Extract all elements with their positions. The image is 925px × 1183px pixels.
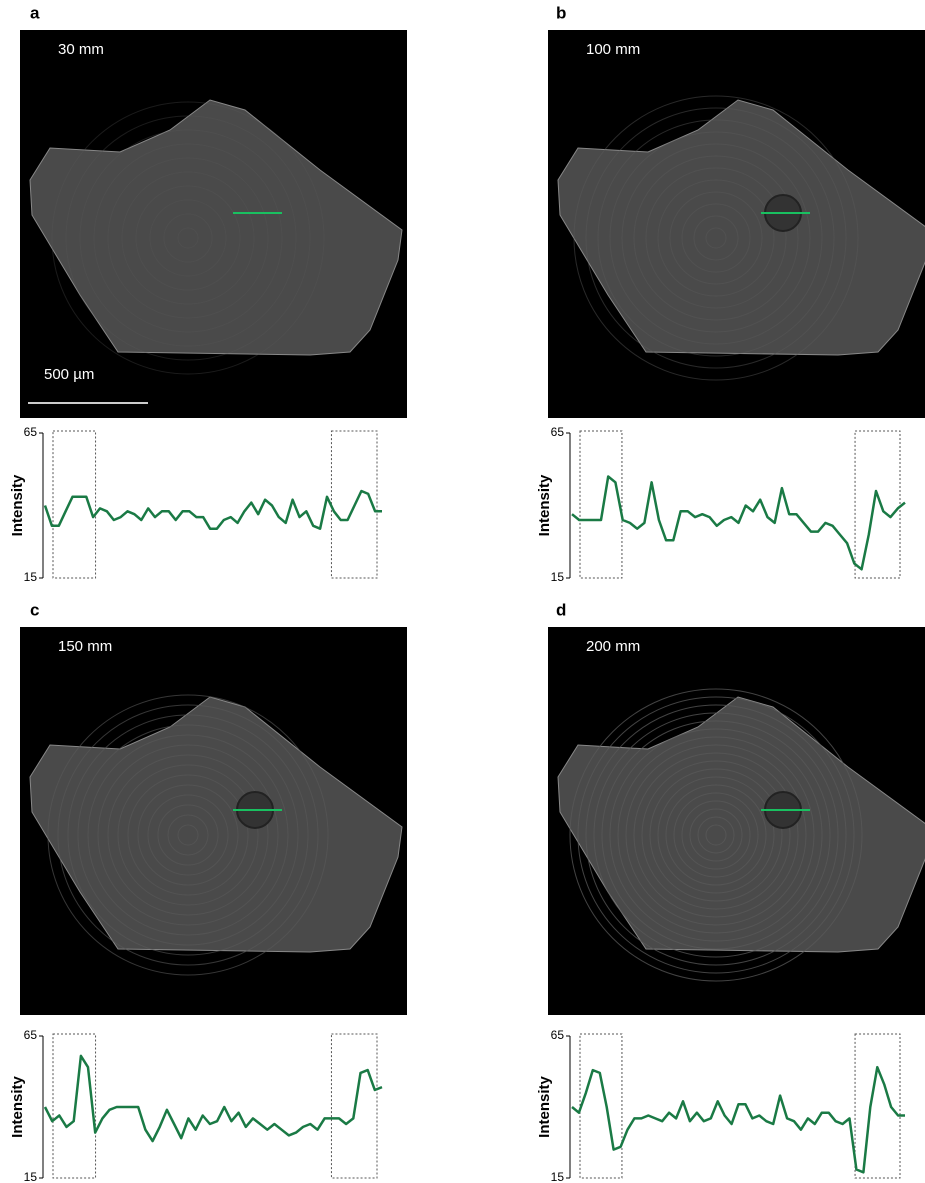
y-tick-label: 65: [24, 425, 38, 439]
ring-artifact: [689, 808, 743, 862]
specimen: [29, 694, 403, 976]
ring-artifact: [673, 792, 759, 878]
ring-artifact: [127, 774, 249, 896]
highlight-box: [854, 1033, 901, 1179]
ring-artifact: [585, 704, 847, 966]
ring-artifact: [705, 824, 727, 846]
ring-artifact: [577, 696, 855, 974]
ring-artifact: [79, 129, 297, 347]
distance-label: 150 mm: [58, 638, 112, 655]
specimen: [29, 99, 403, 375]
ring-artifact: [597, 119, 835, 357]
ring-artifact: [177, 227, 199, 249]
y-axis-label: Intensity: [536, 474, 553, 536]
y-tick-label: 65: [551, 1028, 565, 1042]
ring-artifact: [51, 101, 325, 375]
ring-artifact: [163, 213, 213, 263]
ring-artifact: [645, 167, 787, 309]
y-tick-label: 15: [551, 570, 565, 584]
ring-artifact: [633, 155, 799, 321]
ring-artifact: [117, 764, 259, 906]
ring-artifact: [569, 688, 863, 982]
y-tick-label: 65: [24, 1028, 38, 1042]
highlight-box: [579, 1033, 623, 1179]
y-tick-label: 15: [551, 1170, 565, 1183]
ring-artifact: [705, 227, 727, 249]
distance-label: 30 mm: [58, 41, 104, 58]
panel-label: a: [30, 3, 40, 22]
ring-artifact: [609, 728, 823, 942]
ring-artifact: [177, 824, 199, 846]
distance-label: 200 mm: [586, 638, 640, 655]
ring-artifact: [617, 736, 815, 934]
y-tick-label: 15: [24, 570, 38, 584]
ring-artifact: [573, 95, 859, 381]
y-axis-label: Intensity: [9, 474, 26, 536]
ring-artifact: [121, 171, 255, 305]
specimen: [557, 688, 925, 982]
intensity-line: [43, 1054, 383, 1143]
ring-artifact: [137, 784, 239, 886]
ring-artifact: [681, 203, 751, 273]
ring-artifact: [609, 131, 823, 345]
y-axis-label: Intensity: [9, 1076, 26, 1138]
ring-artifact: [697, 816, 735, 854]
highlight-box: [52, 1033, 97, 1179]
ring-artifact: [57, 704, 319, 966]
specimen: [557, 95, 925, 381]
highlight-box: [579, 430, 623, 579]
ring-artifact: [649, 768, 783, 902]
ring-artifact: [77, 724, 299, 946]
ring-artifact: [107, 157, 269, 319]
ring-artifact: [621, 143, 811, 333]
y-axis-label: Intensity: [536, 1076, 553, 1138]
ring-artifact: [149, 199, 227, 277]
highlight-box: [854, 430, 901, 579]
ring-artifact: [167, 814, 209, 856]
ring-artifact: [135, 185, 241, 291]
distance-label: 100 mm: [586, 41, 640, 58]
ring-artifact: [657, 776, 775, 894]
ring-artifact: [665, 784, 767, 886]
ring-artifact: [107, 754, 269, 916]
scale-bar-label: 500 µm: [44, 366, 94, 383]
specimen-slice: [557, 99, 925, 356]
ring-artifact: [693, 215, 739, 261]
ring-artifact: [669, 191, 763, 285]
ring-artifact: [641, 760, 791, 910]
highlight-box: [330, 1033, 378, 1179]
ring-artifact: [65, 115, 311, 361]
panel-label: d: [556, 600, 566, 619]
ring-artifact: [601, 720, 831, 950]
y-tick-label: 65: [551, 425, 565, 439]
ring-artifact: [47, 694, 329, 976]
intensity-line: [43, 489, 382, 530]
ring-artifact: [593, 712, 839, 958]
ring-artifact: [93, 143, 283, 333]
ring-artifact: [97, 744, 279, 926]
ring-artifact: [625, 744, 807, 926]
ring-artifact: [585, 107, 847, 369]
highlight-box: [52, 430, 97, 579]
ring-artifact: [157, 804, 219, 866]
ring-artifact: [147, 794, 229, 876]
y-tick-label: 15: [24, 1170, 38, 1183]
panel-label: b: [556, 3, 566, 22]
panel-label: c: [30, 600, 39, 619]
ring-artifact: [87, 734, 289, 936]
intensity-line: [571, 475, 906, 571]
intensity-line: [571, 1065, 905, 1174]
ring-artifact: [633, 752, 799, 918]
ring-artifact: [681, 800, 751, 870]
ring-artifact: [67, 714, 309, 956]
ring-artifact: [657, 179, 775, 297]
specimen-slice: [29, 99, 403, 356]
